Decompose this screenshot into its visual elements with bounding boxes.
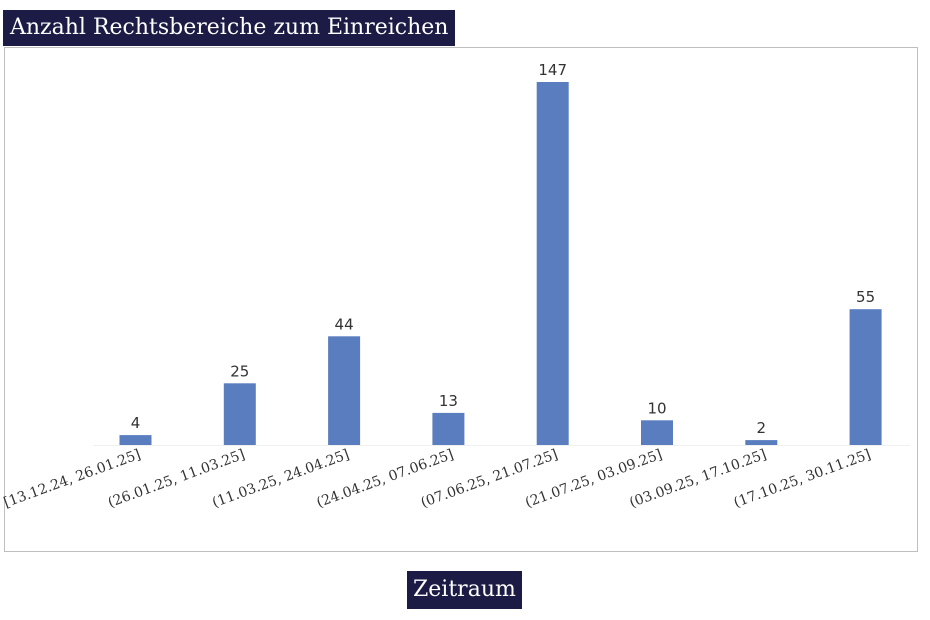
bar-value-label-6: 10 xyxy=(647,399,666,417)
bar-value-label-2: 25 xyxy=(230,362,249,380)
bars-group xyxy=(119,82,882,445)
value-labels-group: 4 25 44 13 147 10 2 55 xyxy=(131,61,875,437)
x-axis-label: Zeitraum xyxy=(407,571,522,609)
bar-5 xyxy=(536,82,569,445)
bar-value-label-1: 4 xyxy=(131,414,141,432)
x-tick-labels-group: [13.12.24, 26.01.25](26.01.25, 11.03.25]… xyxy=(2,447,873,511)
bar-1 xyxy=(119,435,152,445)
bar-7 xyxy=(745,440,778,445)
chart-title: Anzahl Rechtsbereiche zum Einreichen xyxy=(3,10,456,46)
bar-4 xyxy=(432,412,465,445)
bar-value-label-3: 44 xyxy=(335,315,354,333)
bar-6 xyxy=(641,420,673,445)
bar-3 xyxy=(328,336,361,445)
bar-value-label-7: 2 xyxy=(757,419,767,437)
bar-8 xyxy=(849,309,882,445)
bar-value-label-4: 13 xyxy=(439,392,458,410)
bar-2 xyxy=(223,383,256,445)
bar-value-label-8: 55 xyxy=(856,288,875,306)
bar-value-label-5: 147 xyxy=(538,61,567,79)
plot-area xyxy=(4,47,918,552)
